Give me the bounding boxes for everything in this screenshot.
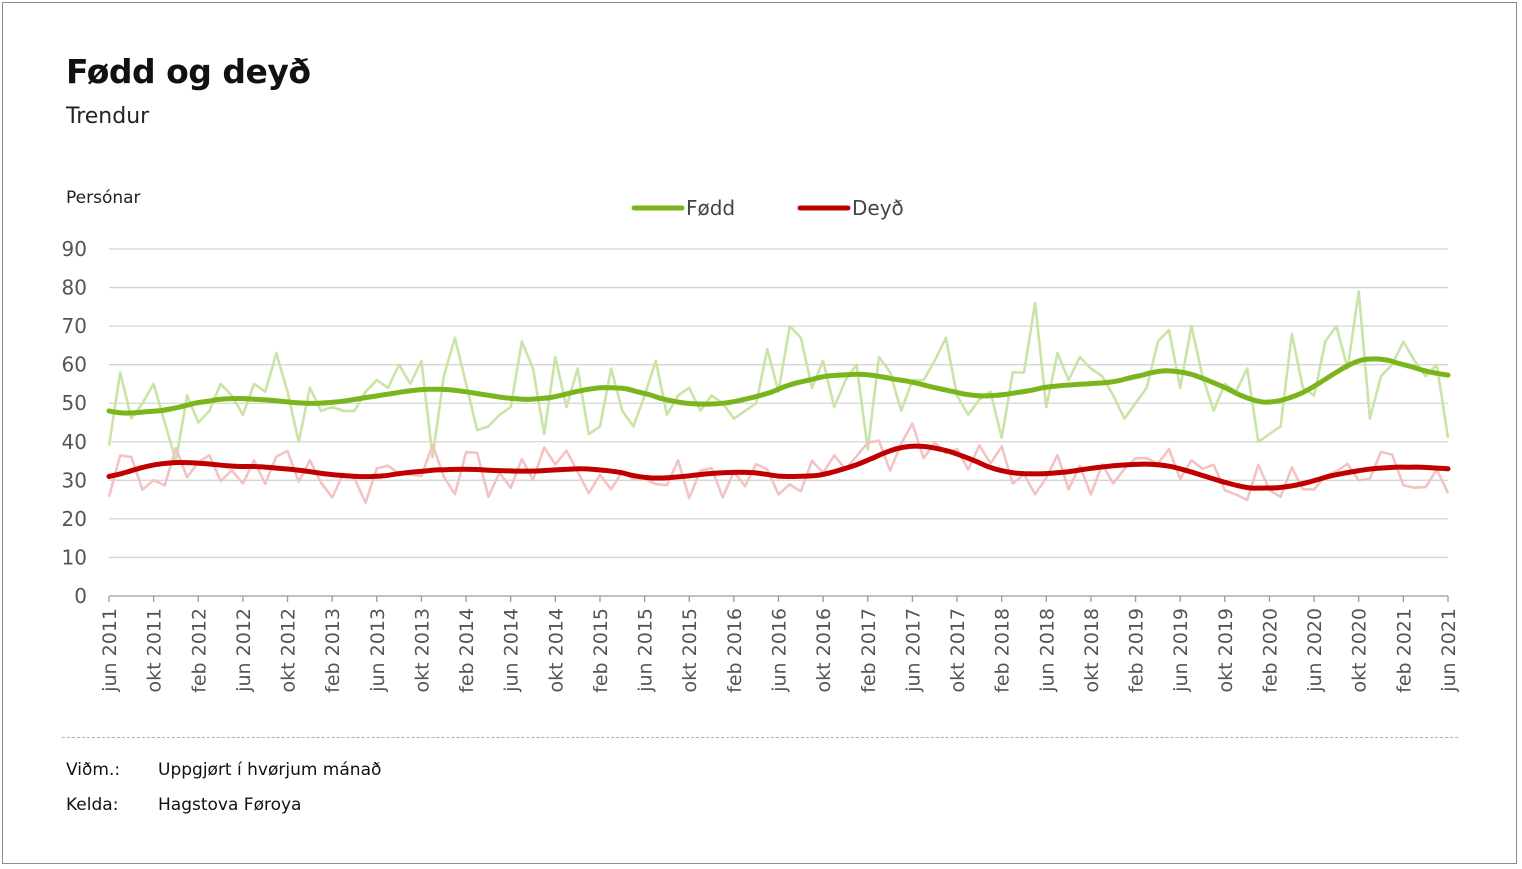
footer-divider — [62, 737, 1458, 738]
raw-line-fodd — [107, 290, 1450, 463]
y-tick-label: 80 — [62, 276, 87, 300]
y-tick-label: 10 — [62, 545, 87, 569]
x-tick-label: okt 2018 — [1081, 608, 1103, 692]
x-tick-label: feb 2015 — [590, 608, 612, 693]
chart-subtitle: Trendur — [66, 104, 150, 129]
source-key: Kelda: — [66, 795, 119, 815]
x-tick-label: feb 2012 — [188, 608, 210, 693]
x-tick-label: feb 2020 — [1259, 608, 1281, 693]
note-value: Uppgjørt í hvørjum mánað — [158, 760, 382, 780]
x-tick-label: okt 2019 — [1215, 608, 1237, 692]
x-tick-label: jun 2014 — [501, 608, 523, 693]
x-tick-label: feb 2013 — [322, 608, 344, 693]
x-tick-label: jun 2012 — [233, 608, 255, 693]
x-tick-label: okt 2020 — [1349, 608, 1371, 692]
source-value: Hagstova Føroya — [158, 795, 302, 815]
note-key: Viðm.: — [66, 760, 121, 780]
x-tick-label: okt 2015 — [679, 608, 701, 692]
y-tick-label: 40 — [62, 430, 87, 454]
trend-line-fodd — [106, 356, 1451, 416]
chart-title: Fødd og deyð — [66, 52, 311, 91]
legend-label-deyd: Deyð — [852, 196, 904, 220]
x-tick-label: okt 2011 — [144, 608, 166, 692]
x-tick-label: feb 2017 — [858, 608, 880, 693]
raw-line-deyd — [107, 422, 1450, 505]
gridlines — [109, 248, 1448, 597]
x-tick-label: jun 2017 — [902, 608, 924, 693]
x-tick-label: feb 2016 — [724, 608, 746, 693]
x-tick-label: feb 2018 — [992, 608, 1014, 693]
x-tick-label: okt 2013 — [411, 608, 433, 692]
x-tick-label: jun 2011 — [99, 608, 121, 693]
x-tick-label: okt 2014 — [545, 608, 567, 692]
x-tick-label: jun 2018 — [1036, 608, 1058, 693]
y-tick-label: 90 — [62, 237, 87, 261]
x-tick-label: okt 2012 — [278, 608, 300, 692]
y-tick-label: 0 — [74, 584, 87, 608]
x-tick-label: feb 2021 — [1393, 608, 1415, 693]
y-tick-label: 60 — [62, 353, 87, 377]
x-tick-label: feb 2014 — [456, 608, 478, 693]
x-tick-label: feb 2019 — [1126, 608, 1148, 693]
x-tick-label: jun 2015 — [635, 608, 657, 693]
x-tick-label: jun 2016 — [769, 608, 791, 693]
y-axis-label: Persónar — [66, 188, 141, 208]
trend-series — [106, 356, 1451, 491]
legend: Fødd Deyð — [631, 196, 904, 220]
x-tick-labels: jun 2011 okt 2011 feb 2012 jun 2012 okt 2012… — [99, 596, 1460, 693]
x-tick-label: jun 2021 — [1438, 608, 1460, 693]
x-tick-label: jun 2013 — [367, 608, 389, 693]
y-tick-label: 50 — [62, 391, 87, 415]
x-tick-label: jun 2020 — [1304, 608, 1326, 693]
y-tick-label: 30 — [62, 468, 87, 492]
x-tick-label: okt 2016 — [813, 608, 835, 692]
y-tick-labels: 0 10 20 30 40 50 60 70 80 90 — [62, 237, 87, 608]
trend-line-deyd — [106, 443, 1451, 491]
x-tick-label: jun 2019 — [1170, 608, 1192, 693]
legend-label-fodd: Fødd — [686, 196, 735, 220]
y-tick-label: 20 — [62, 507, 87, 531]
y-tick-label: 70 — [62, 314, 87, 338]
x-tick-label: okt 2017 — [947, 608, 969, 692]
